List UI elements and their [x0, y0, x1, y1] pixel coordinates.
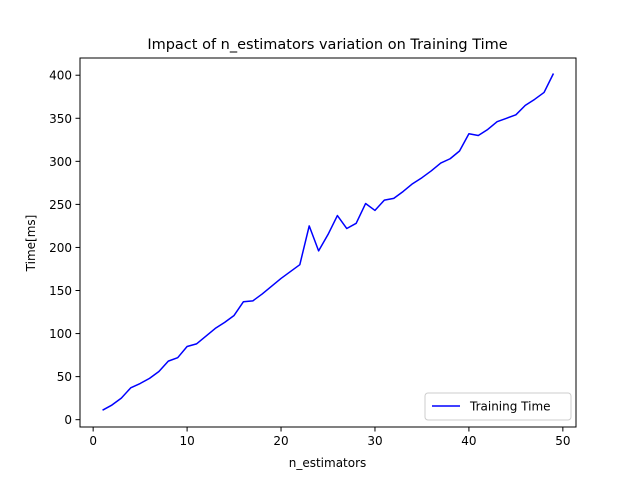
y-axis-label: Time[ms]	[24, 215, 38, 273]
legend-box	[424, 392, 572, 421]
legend-label: Training Time	[469, 400, 551, 414]
x-tick-label: 10	[179, 434, 194, 448]
x-axis-label: n_estimators	[289, 456, 367, 470]
y-tick-label: 0	[64, 413, 72, 427]
y-tick-label: 350	[49, 112, 72, 126]
y-tick-label: 200	[49, 241, 72, 255]
x-tick-label: 30	[367, 434, 382, 448]
x-tick-label: 0	[89, 434, 97, 448]
x-tick-label: 20	[273, 434, 288, 448]
y-tick-label: 150	[49, 284, 72, 298]
y-tick-label: 300	[49, 155, 72, 169]
plot-area: 0 10 20 30 40 50 0 50 100 150 200 250 300 350 400	[49, 57, 577, 448]
y-tick-label: 400	[49, 69, 72, 83]
x-tick-label: 50	[555, 434, 570, 448]
x-tick-label: 40	[461, 434, 476, 448]
y-tick-label: 50	[57, 370, 72, 384]
chart-title: Impact of n_estimators variation on Trai…	[147, 37, 507, 53]
y-tick-label: 250	[49, 198, 72, 212]
y-tick-label: 100	[49, 327, 72, 341]
series-line-0	[102, 73, 555, 411]
axes-frame	[79, 57, 577, 428]
legend: Training Time	[424, 392, 572, 421]
